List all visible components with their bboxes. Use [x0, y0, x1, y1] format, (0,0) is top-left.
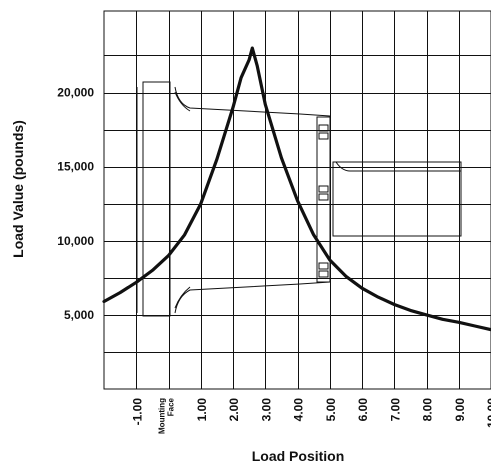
x-tick-label: -1.00: [130, 398, 144, 426]
x-tick-label: 10.00: [485, 398, 491, 428]
fastener-1: [318, 124, 329, 132]
plot-frame: [103, 10, 491, 390]
tick-labels: 5,000 10,000 15,000 20,000 -1.00 Mounting Face…: [57, 86, 491, 434]
fastener-6: [318, 270, 329, 278]
x-tick-label: Mounting Face: [158, 397, 176, 434]
fastener-4: [318, 193, 329, 201]
rod-end-chamfer: [335, 161, 461, 172]
fastener-5: [318, 262, 329, 270]
series-line-0: [102, 46, 491, 332]
x-tick-label: 4.00: [292, 398, 306, 422]
body-lower-contour-inner: [174, 286, 191, 309]
x-tick-label: 1.00: [195, 398, 209, 422]
body-lower-contour: [174, 281, 331, 314]
y-tick-label: 15,000: [57, 160, 94, 174]
body-end-plate: [316, 116, 331, 283]
y-tick-label: 10,000: [57, 234, 94, 248]
rod-end-block: [332, 161, 462, 237]
x-axis-title: Load Position: [252, 448, 345, 464]
x-tick-label: 3.00: [259, 398, 273, 422]
x-tick-label: 7.00: [388, 398, 402, 422]
actuator-outline-drawing: [136, 81, 462, 317]
body-upper-contour: [174, 86, 331, 117]
x-tick-label-part: Mounting: [158, 398, 167, 434]
fastener-3: [318, 185, 329, 193]
mounting-flange: [142, 81, 171, 317]
y-axis-title: Load Value (pounds): [10, 120, 26, 258]
x-tick-label: 5.00: [324, 398, 338, 422]
x-tick-label: 9.00: [453, 398, 467, 422]
series-group: [102, 46, 491, 332]
x-tick-label: 6.00: [356, 398, 370, 422]
y-tick-label: 5,000: [64, 308, 94, 322]
x-tick-label: 2.00: [227, 398, 241, 422]
body-upper-contour-inner: [174, 91, 191, 112]
fastener-2: [318, 132, 329, 140]
y-tick-label: 20,000: [57, 86, 94, 100]
x-tick-label: 8.00: [421, 398, 435, 422]
x-tick-label-part: Face: [167, 397, 176, 416]
